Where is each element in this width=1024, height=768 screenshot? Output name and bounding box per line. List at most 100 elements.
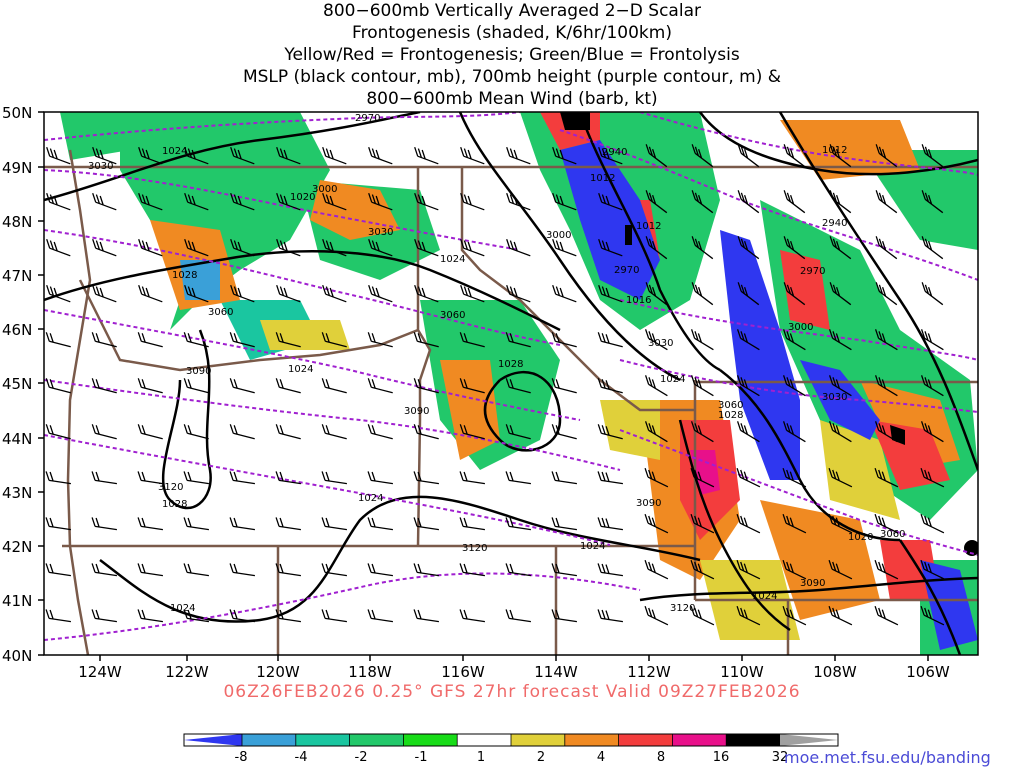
wind-barb	[367, 609, 393, 623]
wind-barb	[137, 517, 163, 531]
wind-barb	[275, 378, 301, 394]
title-line-4: MSLP (black contour, mb), 700mb height (…	[242, 67, 782, 87]
wind-barb	[782, 421, 806, 443]
colorbar-low-arrow	[184, 734, 242, 746]
wind-barb	[920, 329, 944, 351]
mslp-label: 1028	[162, 499, 187, 510]
wind-barb	[137, 332, 163, 348]
wind-barb	[460, 192, 485, 211]
height-label: 3090	[800, 578, 825, 589]
wind-barb	[828, 467, 853, 488]
wind-barb	[690, 605, 715, 626]
wind-barb	[413, 424, 439, 440]
wind-barb	[551, 517, 577, 531]
mslp-label: 1020	[290, 192, 315, 203]
wind-barb	[322, 284, 347, 303]
wind-barb	[829, 282, 852, 306]
wind-barb	[783, 144, 806, 168]
wind-barb	[230, 238, 255, 257]
wind-barb	[137, 378, 163, 394]
wind-barb	[92, 284, 117, 303]
wind-barb	[552, 192, 577, 211]
wind-barb	[920, 559, 945, 580]
wind-barb	[459, 517, 485, 531]
colorbar-label: 2	[537, 750, 545, 765]
colorbar-label: 4	[597, 750, 605, 765]
wind-barb	[598, 192, 623, 211]
wind-barb	[690, 513, 715, 534]
wind-barb	[782, 467, 807, 488]
lat-label: 40N	[2, 647, 32, 665]
lon-label: 114W	[534, 663, 578, 681]
wind-barb	[597, 563, 623, 577]
colorbar-label: -1	[415, 750, 428, 765]
title-line-2: Frontogenesis (shaded, K/6hr/100km)	[352, 23, 672, 43]
wind-barb	[644, 559, 669, 580]
wind-barb	[783, 282, 806, 306]
wind-barb	[183, 332, 209, 348]
wind-barb	[828, 559, 853, 580]
lon-label: 108W	[813, 663, 857, 681]
height-label: 3060	[718, 400, 743, 411]
wind-barb	[829, 190, 852, 214]
colorbar-cell	[726, 734, 781, 746]
wind-barb	[597, 609, 623, 623]
wind-barb	[91, 332, 117, 348]
wind-barb	[92, 146, 117, 165]
wind-barb	[736, 513, 761, 534]
wind-barb	[551, 609, 577, 623]
wind-barb	[921, 282, 944, 306]
wind-barb	[506, 192, 531, 211]
wind-barb	[414, 284, 439, 303]
lon-label: 112W	[627, 663, 671, 681]
wind-barb	[551, 563, 577, 577]
wind-barb	[137, 563, 163, 577]
wind-barb	[321, 609, 347, 623]
height-labels: 2970 3030 3000 3030 3060 3090 3120 2940 …	[88, 113, 905, 614]
wind-barb	[690, 329, 714, 351]
wind-barb	[275, 332, 301, 348]
wind-barb	[828, 513, 853, 534]
wind-barb	[321, 424, 347, 440]
wind-barb	[644, 329, 668, 351]
wind-barb	[367, 332, 393, 348]
wind-barb	[183, 424, 209, 440]
wind-barb	[690, 559, 715, 580]
wind-barb	[645, 190, 668, 214]
wind-barb	[230, 146, 255, 165]
wind-barb	[322, 146, 347, 165]
wind-barb	[184, 192, 209, 211]
wind-barb	[644, 375, 668, 397]
wind-barb	[46, 192, 71, 211]
colorbar-label: 32	[772, 750, 789, 765]
wind-barb	[506, 238, 531, 257]
wind-barb	[920, 513, 945, 534]
wind-barb	[91, 424, 117, 440]
mslp-label: 1024	[170, 603, 195, 614]
colorbar-label: -2	[355, 750, 368, 765]
wind-barb	[184, 146, 209, 165]
wind-barb	[921, 190, 944, 214]
lat-label: 41N	[2, 592, 32, 610]
wind-barb	[45, 424, 71, 440]
wind-barb	[275, 563, 301, 577]
wind-barb	[505, 563, 531, 577]
wind-barb	[829, 236, 852, 260]
wind-barb	[46, 238, 71, 257]
wind-barb	[45, 378, 71, 394]
wind-barb	[321, 332, 347, 348]
wind-barb	[828, 421, 852, 443]
wind-barb	[874, 375, 898, 397]
height-label: 3030	[822, 392, 847, 403]
wind-barb	[736, 467, 761, 488]
mslp-label: 1012	[822, 145, 847, 156]
mslp-label: 1028	[172, 270, 197, 281]
wind-barb	[874, 421, 898, 443]
wind-barb	[551, 332, 577, 348]
wind-barb	[875, 190, 898, 214]
wind-barb	[275, 609, 301, 623]
lat-label: 47N	[2, 267, 32, 285]
wind-barb	[552, 238, 577, 257]
wind-barb	[413, 378, 439, 394]
